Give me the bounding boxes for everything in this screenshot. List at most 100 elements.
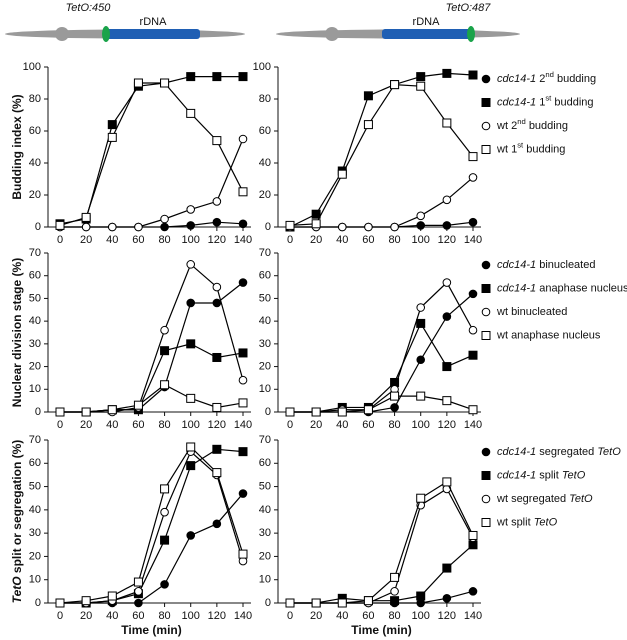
y-tick-label: 20 (29, 189, 41, 201)
x-tick-label: 40 (336, 234, 348, 246)
data-point (311, 209, 321, 219)
y-tick-label: 0 (35, 597, 41, 609)
y-tick-label: 40 (29, 315, 41, 327)
y-tick-label: 50 (259, 292, 271, 304)
data-point (285, 598, 295, 608)
line-chart: 0 10 20 30 40 50 60 70 0 20 40 60 80 100 120 140 TetO sp… (10, 434, 252, 637)
x-tick-label: 140 (234, 419, 252, 431)
line-chart: 0 20 40 60 80 100 0 20 40 60 80 100 120 140 Budding in… (10, 61, 252, 246)
x-tick-label: 80 (158, 234, 170, 246)
data-point (238, 489, 248, 498)
x-axis-label: Time (min) (351, 623, 411, 637)
y-tick-label: 50 (29, 292, 41, 304)
data-point (311, 598, 321, 608)
x-tick-label: 20 (310, 419, 322, 431)
data-point (363, 120, 373, 130)
y-tick-label: 70 (259, 434, 271, 446)
y-tick-label: 0 (35, 221, 41, 233)
data-point (311, 407, 321, 417)
data-point (133, 577, 143, 587)
data-point (107, 132, 117, 142)
y-axis-label: Budding index (%) (10, 94, 24, 199)
y-tick-label: 10 (259, 383, 271, 395)
data-point (186, 108, 196, 118)
x-tick-label: 0 (287, 234, 293, 246)
data-point (238, 549, 248, 559)
data-point (442, 362, 452, 372)
x-tick-label: 120 (438, 610, 456, 622)
data-point (55, 220, 65, 230)
y-tick-label: 0 (265, 597, 271, 609)
data-point (212, 519, 222, 529)
data-point (238, 134, 248, 144)
data-point (81, 407, 91, 417)
x-tick-label: 80 (388, 419, 400, 431)
data-point (55, 598, 65, 608)
x-tick-label: 140 (464, 234, 482, 246)
data-point (212, 298, 222, 308)
data-point (390, 222, 399, 232)
data-point (160, 222, 169, 232)
y-axis-label: TetO split or segregation (%) (10, 440, 24, 604)
data-point (416, 493, 426, 503)
data-point (285, 407, 295, 417)
x-tick-label: 80 (158, 610, 170, 622)
series-line (290, 488, 474, 604)
data-point (160, 507, 169, 517)
data-point (238, 447, 248, 457)
y-tick-label: 40 (259, 157, 271, 169)
y-tick-label: 20 (259, 189, 271, 201)
legend-marker (481, 331, 491, 340)
x-tick-label: 0 (57, 234, 63, 246)
data-point (107, 405, 117, 415)
y-tick-label: 60 (259, 457, 271, 469)
y-tick-label: 60 (259, 270, 271, 282)
series-line (289, 83, 474, 226)
data-point (416, 391, 426, 401)
x-tick-label: 40 (106, 419, 118, 431)
data-point (107, 120, 117, 130)
data-point (442, 396, 452, 406)
x-tick-label: 20 (310, 610, 322, 622)
data-point (468, 350, 478, 360)
legend-marker (481, 98, 491, 107)
data-point (285, 220, 295, 230)
x-tick-label: 60 (362, 419, 374, 431)
data-point (81, 212, 91, 222)
y-tick-label: 40 (259, 315, 271, 327)
teto-site (102, 26, 110, 42)
data-point (337, 598, 347, 608)
x-tick-label: 100 (182, 419, 200, 431)
data-point (186, 442, 196, 452)
data-point (212, 444, 222, 454)
y-tick-label: 0 (265, 406, 271, 418)
y-tick-label: 20 (29, 550, 41, 562)
x-tick-label: 140 (464, 419, 482, 431)
data-point (134, 587, 143, 596)
data-point (311, 219, 321, 229)
legend-marker (481, 145, 491, 154)
legend-label: wt segregated TetO (496, 493, 593, 505)
data-point (81, 596, 91, 606)
data-point (468, 173, 478, 182)
legend-label: cdc14-1 1st budding (497, 93, 594, 108)
data-point (390, 80, 400, 90)
y-tick-label: 30 (29, 338, 41, 350)
data-point (416, 318, 426, 328)
legend-label: cdc14-1 2nd budding (497, 70, 596, 85)
y-tick-label: 20 (259, 360, 271, 372)
x-tick-label: 20 (80, 419, 92, 431)
data-point (134, 598, 143, 608)
x-tick-label: 120 (208, 234, 226, 246)
y-tick-label: 80 (259, 93, 271, 105)
legend-label: wt 2nd budding (496, 117, 568, 132)
data-point (238, 187, 248, 197)
y-tick-label: 70 (29, 247, 41, 259)
y-tick-label: 100 (253, 61, 271, 73)
diagram-region: rDNA (413, 16, 441, 28)
data-point (468, 587, 478, 596)
x-tick-label: 140 (234, 234, 252, 246)
line-chart: 0 10 20 30 40 50 60 70 0 20 40 60 80 100 120 140 Nuclear… (10, 247, 252, 431)
data-point (160, 380, 170, 390)
data-point (442, 477, 452, 487)
